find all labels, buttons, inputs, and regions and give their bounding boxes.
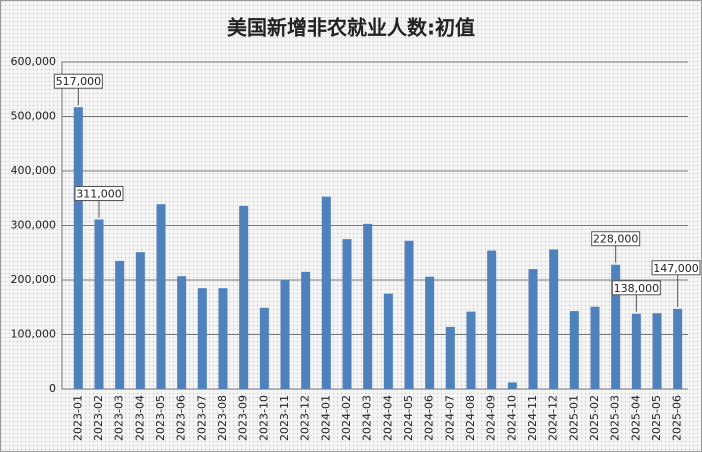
x-tick-label: 2023-08 (216, 395, 229, 441)
bar (259, 307, 269, 389)
label-box (591, 231, 641, 247)
bar (507, 382, 517, 389)
bar (569, 311, 579, 389)
bar (115, 260, 125, 389)
x-tick-label: 2023-07 (195, 395, 208, 441)
bar (466, 311, 476, 389)
bar (239, 205, 249, 389)
bar (280, 280, 290, 389)
bar (631, 313, 641, 389)
bar (404, 240, 414, 389)
bar (383, 293, 393, 389)
bar (425, 276, 435, 389)
x-tick-label: 2023-01 (71, 395, 84, 441)
value-label: 311,000 (76, 188, 122, 201)
bar (487, 250, 497, 389)
bar (73, 107, 83, 390)
y-tick-label: 400,000 (11, 164, 57, 177)
x-tick-label: 2024-05 (402, 395, 415, 441)
value-label: 138,000 (614, 282, 660, 295)
x-tick-label: 2023-06 (175, 395, 188, 441)
x-tick-label: 2025-01 (567, 395, 580, 441)
y-tick-label: 100,000 (11, 328, 57, 341)
bar (611, 264, 621, 389)
x-tick-label: 2023-02 (92, 395, 105, 441)
bar (156, 204, 166, 389)
bar (342, 239, 352, 389)
x-tick-label: 2025-06 (671, 395, 684, 441)
x-tick-label: 2024-08 (464, 395, 477, 441)
label-box (74, 186, 124, 202)
x-tick-label: 2024-01 (319, 395, 332, 441)
x-tick-label: 2023-05 (154, 395, 167, 441)
bar (177, 276, 187, 389)
bar (528, 269, 538, 389)
x-tick-label: 2024-04 (381, 395, 394, 441)
label-box (53, 73, 103, 89)
bar (197, 288, 207, 389)
bar (590, 306, 600, 389)
bar (301, 271, 311, 389)
x-tick-label: 2024-03 (361, 395, 374, 441)
chart-title: 美国新增非农就业人数:初值 (227, 16, 475, 40)
bar (218, 288, 228, 389)
y-tick-label: 200,000 (11, 273, 57, 286)
bar (321, 196, 331, 389)
x-tick-label: 2024-02 (340, 395, 353, 441)
x-tick-label: 2023-09 (237, 395, 250, 441)
x-tick-label: 2025-03 (609, 395, 622, 441)
bar (135, 252, 145, 389)
x-tick-label: 2024-10 (505, 395, 518, 441)
x-tick-label: 2024-06 (423, 395, 436, 441)
label-box (611, 280, 661, 296)
x-tick-label: 2024-07 (443, 395, 456, 441)
x-tick-label: 2023-10 (257, 395, 270, 441)
x-tick-label: 2024-09 (485, 395, 498, 441)
y-tick-label: 300,000 (11, 219, 57, 232)
x-tick-label: 2025-02 (588, 395, 601, 441)
bar (652, 313, 662, 389)
y-tick-label: 0 (49, 382, 56, 395)
x-tick-label: 2024-11 (526, 395, 539, 441)
bar (549, 249, 559, 389)
x-tick-label: 2023-03 (113, 395, 126, 441)
bar (673, 308, 683, 389)
x-tick-label: 2023-11 (278, 395, 291, 441)
value-label: 228,000 (593, 233, 639, 246)
y-tick-label: 500,000 (11, 110, 57, 123)
x-tick-label: 2023-12 (299, 395, 312, 441)
bar (445, 326, 455, 389)
value-label: 147,000 (653, 262, 699, 275)
x-tick-label: 2025-04 (629, 395, 642, 441)
value-label: 517,000 (56, 75, 102, 88)
bar (94, 219, 104, 389)
x-tick-label: 2023-04 (133, 395, 146, 441)
label-box (651, 260, 701, 276)
y-tick-label: 600,000 (11, 55, 57, 68)
x-tick-label: 2024-12 (547, 395, 560, 441)
bar (363, 223, 373, 389)
x-tick-label: 2025-05 (650, 395, 663, 441)
